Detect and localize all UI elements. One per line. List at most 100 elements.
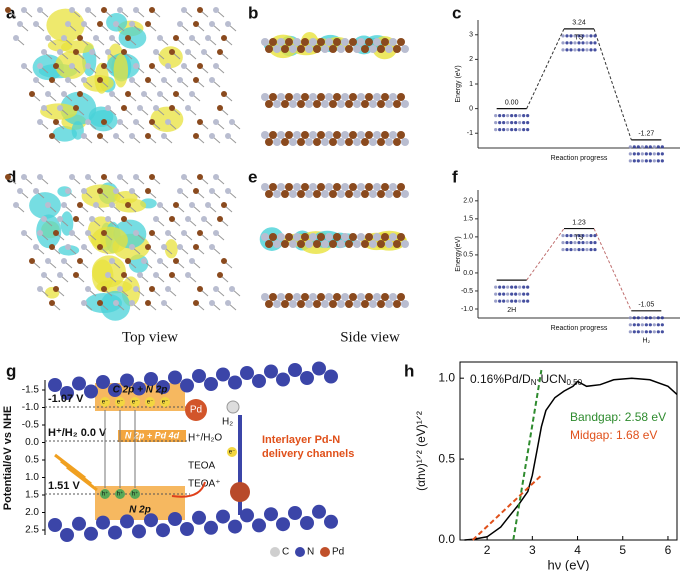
atom: [401, 240, 409, 248]
atom: [293, 38, 301, 46]
atom: [13, 35, 19, 41]
molecule-atom: [632, 330, 636, 334]
atom: [333, 38, 341, 46]
atom: [397, 233, 405, 241]
atom: [365, 183, 373, 191]
atom: [89, 49, 95, 55]
series-line: [512, 369, 543, 541]
carrier-label: e⁻: [117, 400, 124, 406]
atom: [293, 233, 301, 241]
atom: [161, 77, 167, 83]
atom: [329, 45, 337, 53]
atom: [125, 258, 131, 264]
atom: [157, 258, 163, 264]
atom: [37, 174, 43, 180]
atom: [345, 138, 353, 146]
molecule-atom: [628, 159, 632, 163]
atom: [49, 133, 55, 139]
carrier: [227, 447, 237, 457]
atom: [145, 188, 151, 194]
molecule-atom: [636, 323, 640, 327]
atom: [289, 300, 297, 308]
molecule-atom: [628, 316, 632, 320]
atom: [173, 91, 179, 97]
panel-label: c: [452, 3, 461, 22]
atom: [333, 131, 341, 139]
atom: [313, 300, 321, 308]
atom: [377, 100, 385, 108]
lattice-atom: [84, 526, 98, 541]
atom: [393, 100, 401, 108]
atom: [261, 293, 269, 301]
lattice-atom: [240, 508, 254, 523]
molecule-atom: [581, 233, 585, 238]
molecule-atom: [526, 285, 530, 289]
molecule-atom: [502, 299, 506, 303]
atom: [197, 63, 203, 69]
atom: [341, 131, 349, 139]
atom: [289, 138, 297, 146]
molecule-atom: [648, 145, 652, 149]
molecule-atom: [514, 299, 518, 303]
molecule-atom: [648, 316, 652, 320]
atom: [341, 233, 349, 241]
charge-density: [91, 226, 128, 254]
molecule-atom: [589, 247, 593, 252]
x-tick-label: 3: [529, 543, 536, 557]
atom: [177, 188, 183, 194]
atom: [369, 100, 377, 108]
molecule-atom: [522, 121, 526, 125]
atom: [77, 91, 83, 97]
atom: [385, 45, 393, 53]
atom: [369, 240, 377, 248]
atom: [117, 7, 123, 13]
atom: [133, 230, 139, 236]
y-tick-label: 1: [469, 81, 473, 88]
atom: [289, 190, 297, 198]
arrow: [171, 481, 206, 498]
molecule-atom: [640, 152, 644, 156]
atom: [365, 293, 373, 301]
atom: [209, 188, 215, 194]
charge-density: [81, 184, 121, 208]
atom: [65, 188, 71, 194]
molecule-atom: [644, 152, 648, 156]
atom: [181, 7, 187, 13]
atom: [117, 174, 123, 180]
atom: [393, 300, 401, 308]
atom: [337, 240, 345, 248]
atom: [145, 244, 151, 250]
atom: [133, 119, 139, 125]
atom: [261, 38, 269, 46]
y-tick-label: 0.0: [438, 532, 455, 546]
lattice-atom: [288, 363, 302, 377]
atom: [169, 49, 175, 55]
atom: [169, 216, 175, 222]
molecule-atom: [640, 316, 644, 320]
molecule-atom: [526, 299, 530, 303]
atom: [177, 21, 183, 27]
atom: [277, 293, 285, 301]
atom: [133, 7, 139, 13]
atom: [217, 216, 223, 222]
annotation: Bandgap: 2.58 eV: [570, 410, 666, 424]
molecule-atom: [510, 121, 514, 125]
atom: [53, 286, 59, 292]
molecule-atom: [632, 145, 636, 149]
molecule-atom: [510, 285, 514, 289]
x-tick-label: 5: [619, 543, 626, 557]
atom: [325, 93, 333, 101]
atom: [401, 300, 409, 308]
atom: [385, 100, 393, 108]
molecule-atom: [660, 323, 664, 327]
molecule-atom: [561, 240, 565, 245]
atom: [385, 138, 393, 146]
atom: [201, 49, 207, 55]
atom: [129, 188, 135, 194]
atom: [61, 35, 67, 41]
atom: [113, 188, 119, 194]
atom: [301, 293, 309, 301]
carrier-label: h⁺: [117, 491, 124, 498]
lattice-atom: [168, 370, 182, 385]
molecule-atom: [656, 323, 660, 327]
